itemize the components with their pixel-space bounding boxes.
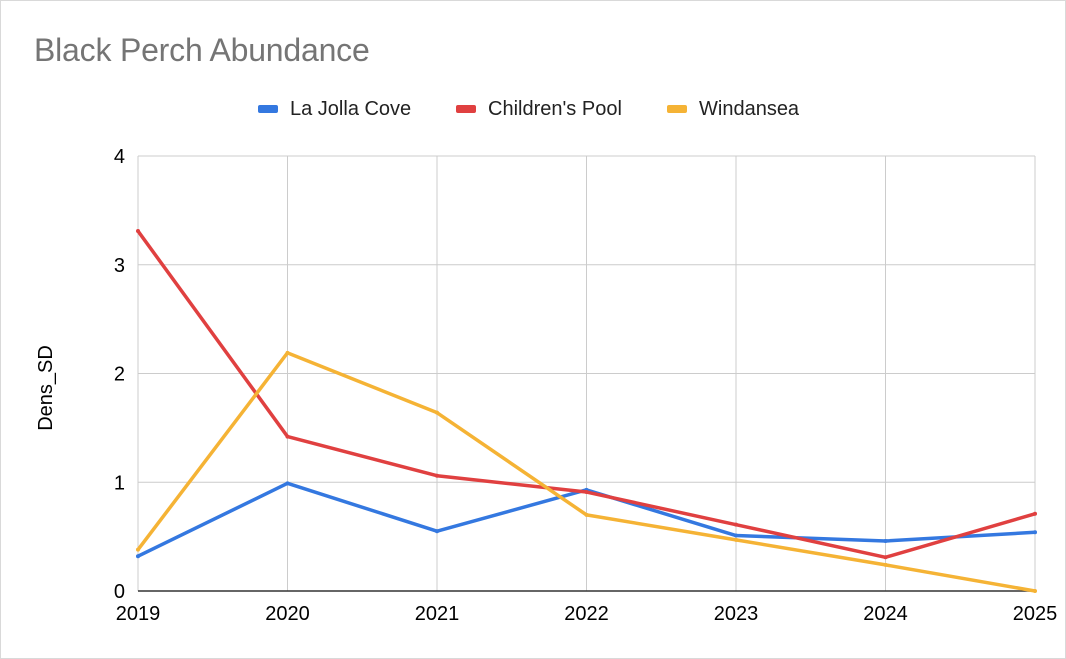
data-point-windansea[interactable] <box>1033 589 1037 593</box>
chart-title: Black Perch Abundance <box>34 32 370 68</box>
x-tick-label: 2024 <box>863 603 908 625</box>
legend-item-childrens-pool[interactable]: Children's Pool <box>456 96 622 122</box>
x-tick-label: 2021 <box>415 603 460 625</box>
data-point-children-s-pool[interactable] <box>285 434 290 439</box>
data-point-children-s-pool[interactable] <box>734 522 738 527</box>
data-point-children-s-pool[interactable] <box>1033 511 1037 516</box>
data-point-la-jolla-cove[interactable] <box>435 529 439 534</box>
data-point-windansea[interactable] <box>883 562 888 567</box>
x-tick-label: 2020 <box>265 603 310 625</box>
y-axis-title: Dens_SD <box>35 345 57 431</box>
data-point-windansea[interactable] <box>435 410 439 415</box>
data-point-la-jolla-cove[interactable] <box>136 554 140 559</box>
legend-item-windansea[interactable]: Windansea <box>667 96 799 122</box>
legend: La Jolla Cove Children's Pool Windansea <box>0 96 1066 122</box>
tick-labels: 0 1 2 3 4 2019 2020 2021 2022 2023 2024 2025 <box>114 146 1057 625</box>
data-point-windansea[interactable] <box>734 537 738 542</box>
data-point-la-jolla-cove[interactable] <box>1033 530 1037 535</box>
legend-label-windansea: Windansea <box>699 97 800 120</box>
data-point-windansea[interactable] <box>584 512 589 517</box>
legend-swatch-la-jolla-cove <box>258 105 278 113</box>
data-point-children-s-pool[interactable] <box>136 229 140 234</box>
data-point-la-jolla-cove[interactable] <box>734 533 738 538</box>
legend-swatch-childrens-pool <box>456 105 476 113</box>
data-point-la-jolla-cove[interactable] <box>883 538 888 543</box>
y-tick-label: 1 <box>114 472 125 494</box>
x-tick-label: 2023 <box>714 603 759 625</box>
series-lines <box>136 229 1037 593</box>
y-tick-label: 2 <box>114 364 125 386</box>
legend-label-la-jolla-cove: La Jolla Cove <box>290 97 412 120</box>
data-point-windansea[interactable] <box>136 547 140 552</box>
data-point-la-jolla-cove[interactable] <box>285 481 290 486</box>
y-tick-label: 3 <box>114 255 125 277</box>
legend-item-la-jolla-cove[interactable]: La Jolla Cove <box>258 96 411 122</box>
y-tick-label: 0 <box>114 581 125 603</box>
data-point-windansea[interactable] <box>285 350 290 355</box>
legend-label-childrens-pool: Children's Pool <box>488 97 622 120</box>
data-point-children-s-pool[interactable] <box>435 473 439 478</box>
data-point-children-s-pool[interactable] <box>883 555 888 560</box>
x-tick-label: 2019 <box>116 603 161 625</box>
data-point-children-s-pool[interactable] <box>584 490 589 495</box>
y-tick-label: 4 <box>114 146 125 168</box>
legend-swatch-windansea <box>667 105 687 113</box>
x-tick-label: 2022 <box>564 603 609 625</box>
x-tick-label: 2025 <box>1013 603 1058 625</box>
